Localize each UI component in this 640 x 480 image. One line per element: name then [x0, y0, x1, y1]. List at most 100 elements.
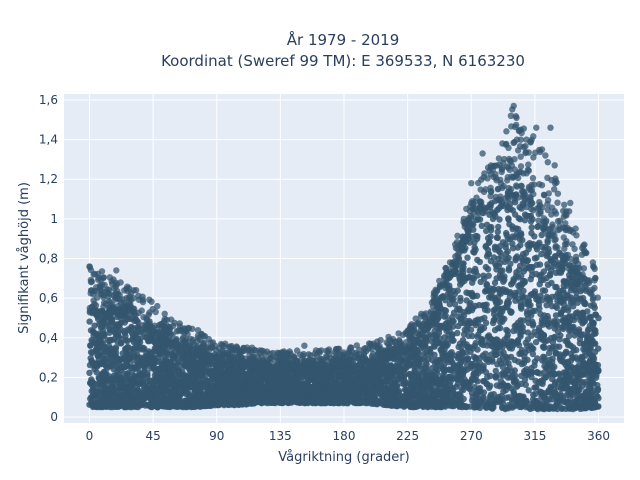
data-point — [472, 376, 479, 383]
data-point — [473, 403, 480, 410]
data-point — [539, 357, 546, 364]
data-point — [542, 395, 549, 402]
data-point — [475, 301, 483, 309]
data-point — [456, 403, 463, 410]
data-point — [93, 403, 101, 411]
data-point — [153, 344, 161, 351]
data-point — [521, 294, 529, 301]
data-point — [363, 380, 370, 388]
data-point — [480, 341, 487, 349]
data-point — [488, 342, 495, 349]
data-point — [497, 350, 505, 357]
data-point — [493, 234, 501, 241]
data-point — [460, 386, 467, 394]
data-point — [138, 371, 145, 378]
data-point — [495, 223, 502, 231]
data-point — [490, 317, 497, 324]
data-point — [122, 345, 130, 353]
data-point — [580, 345, 587, 353]
data-point — [440, 349, 447, 357]
data-point — [258, 372, 265, 380]
data-point — [86, 369, 93, 376]
data-point — [473, 364, 480, 372]
data-point — [552, 312, 560, 319]
data-point — [215, 365, 222, 372]
data-point — [545, 245, 552, 253]
data-point — [518, 272, 525, 280]
data-point — [454, 306, 461, 313]
data-point — [513, 327, 521, 334]
data-point — [107, 336, 114, 344]
data-point — [494, 361, 501, 368]
data-point — [546, 356, 553, 364]
data-point — [503, 394, 510, 401]
data-point — [545, 349, 553, 357]
data-point — [107, 385, 115, 392]
data-point — [585, 349, 593, 357]
data-point — [160, 345, 167, 352]
data-point — [122, 316, 129, 324]
data-point — [168, 388, 175, 395]
data-point — [315, 383, 322, 391]
data-point — [390, 368, 398, 376]
data-point — [401, 371, 408, 379]
data-point — [503, 334, 511, 341]
data-point — [510, 390, 517, 397]
data-point — [450, 337, 457, 344]
data-point — [579, 331, 587, 338]
data-point — [414, 361, 421, 368]
data-point — [570, 303, 577, 310]
data-point — [450, 401, 458, 409]
data-point — [445, 322, 453, 329]
data-point — [518, 372, 525, 380]
data-point — [452, 375, 459, 382]
data-point — [505, 267, 513, 274]
data-point — [454, 380, 462, 388]
data-point — [456, 274, 463, 281]
data-point — [90, 380, 98, 387]
data-point — [207, 402, 214, 409]
data-point — [438, 322, 446, 330]
data-point — [206, 394, 214, 401]
data-point — [546, 272, 554, 279]
data-points — [86, 102, 602, 413]
data-point — [112, 344, 120, 351]
data-point — [536, 281, 543, 288]
data-point — [557, 309, 564, 317]
data-point — [507, 260, 514, 267]
data-point — [515, 215, 522, 222]
data-point — [531, 362, 538, 369]
data-point — [580, 363, 587, 370]
data-point — [564, 360, 571, 367]
data-point — [464, 254, 471, 261]
data-point — [108, 398, 116, 405]
data-point — [480, 394, 487, 401]
data-point — [585, 393, 592, 400]
data-point — [139, 400, 146, 408]
data-point — [520, 360, 528, 367]
data-point — [515, 358, 522, 365]
data-point — [511, 378, 518, 385]
data-point — [573, 329, 580, 336]
data-point — [560, 282, 567, 289]
data-point — [565, 307, 572, 314]
data-point — [494, 228, 501, 235]
data-point — [101, 384, 109, 391]
data-point — [389, 398, 396, 405]
chart-title-line-2: Koordinat (Sweref 99 TM): E 369533, N 61… — [161, 52, 525, 70]
data-point — [592, 348, 599, 356]
data-point — [450, 287, 457, 295]
data-point — [558, 405, 566, 412]
data-point — [532, 293, 539, 300]
data-point — [489, 215, 497, 223]
data-point — [296, 390, 303, 397]
data-point — [446, 293, 453, 301]
data-point — [447, 395, 454, 402]
data-point — [163, 402, 171, 410]
data-point — [216, 385, 224, 393]
data-point — [286, 386, 293, 394]
data-point — [484, 234, 492, 242]
data-point — [87, 327, 95, 334]
data-point — [583, 381, 590, 388]
data-point — [202, 379, 209, 386]
